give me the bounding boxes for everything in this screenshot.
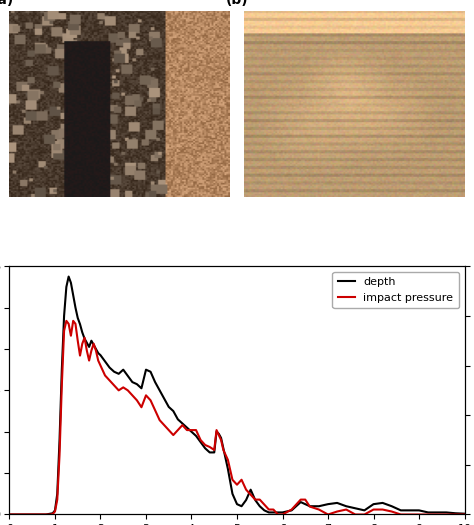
- Line: impact pressure: impact pressure: [9, 321, 465, 514]
- depth: [84, 340, 90, 346]
- Text: (b): (b): [226, 0, 248, 7]
- impact pressure: [193, 427, 199, 433]
- depth: [7, 511, 12, 518]
- Line: depth: depth: [9, 277, 465, 514]
- impact pressure: [462, 511, 467, 518]
- impact pressure: [84, 348, 90, 354]
- depth: [66, 274, 72, 280]
- impact pressure: [380, 507, 385, 513]
- depth: [193, 433, 199, 439]
- depth: [462, 510, 467, 517]
- impact pressure: [143, 392, 149, 398]
- impact pressure: [64, 318, 69, 324]
- impact pressure: [61, 328, 67, 334]
- depth: [68, 280, 74, 286]
- depth: [61, 313, 67, 319]
- Text: (a): (a): [0, 0, 14, 7]
- depth: [143, 366, 149, 373]
- Legend: depth, impact pressure: depth, impact pressure: [332, 272, 459, 309]
- impact pressure: [68, 333, 74, 339]
- depth: [380, 500, 385, 506]
- impact pressure: [7, 511, 12, 518]
